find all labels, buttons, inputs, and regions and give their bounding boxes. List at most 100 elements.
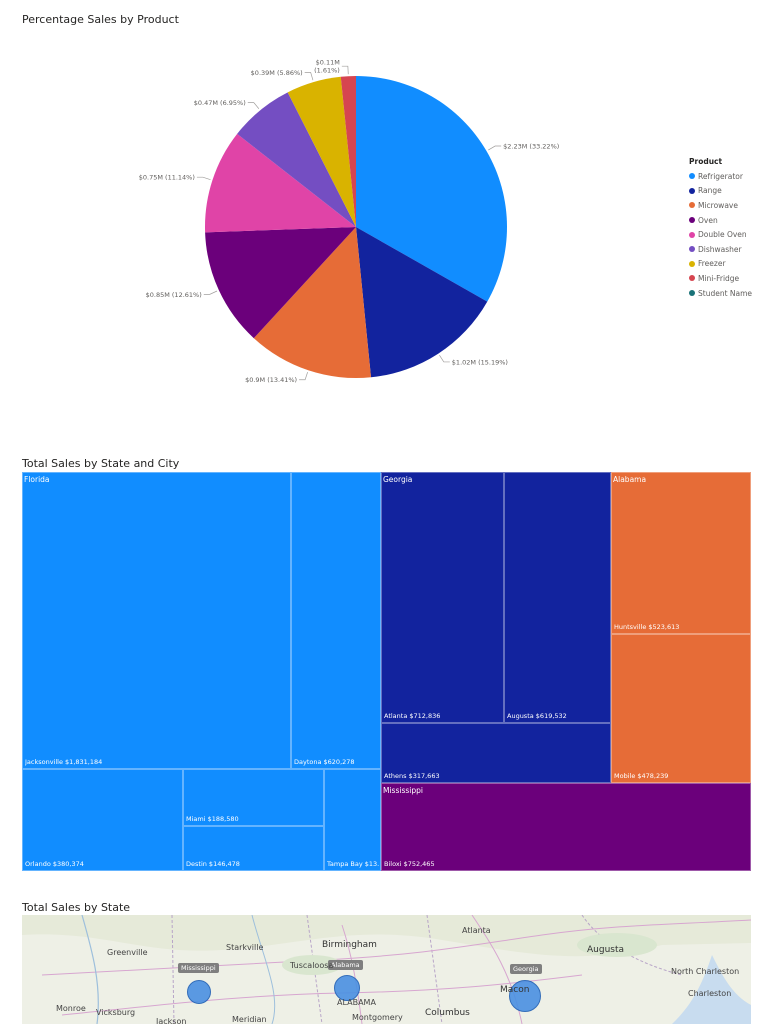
pie-leader-line [304,72,314,81]
legend-marker [689,246,695,253]
pie-leader-line [247,102,260,110]
map-place-label: Vicksburg [96,1008,136,1017]
pie-data-label: $0.47M (6.95%) [194,99,246,107]
map-place-label: Starkville [226,943,264,952]
treemap-tile[interactable]: Augusta $619,532 [504,472,611,723]
legend-item[interactable]: Dishwasher [689,242,752,257]
legend-item[interactable]: Oven [689,213,752,228]
map-place-label: Charleston [688,989,732,998]
map-bubble[interactable] [334,975,360,1001]
treemap-tile-label: Tampa Bay $13... [327,860,379,868]
map-place-label: Jackson [156,1017,187,1024]
legend-item[interactable]: Freezer [689,257,752,272]
legend-item[interactable]: Double Oven [689,227,752,242]
legend-label: Freezer [698,259,726,269]
map-basemap [22,915,751,1024]
pie-chart: $2.23M (33.22%) $1.02M (15.19%) $0.9M (13.… [139,59,560,385]
pie-data-label: $1.02M (15.19%) [452,358,508,366]
legend-label: Double Oven [698,230,747,240]
treemap-tile[interactable]: Tampa Bay $13... [324,769,381,871]
map-place-label: Atlanta [462,926,491,935]
legend-marker [689,275,695,282]
pie-slice[interactable] [356,76,507,302]
map-bubble-label: Alabama [328,960,363,970]
map-place-label: Meridian [232,1015,267,1024]
treemap-tile[interactable]: Daytona $620,278 [291,472,381,769]
pie-slice[interactable] [204,133,356,233]
legend-label: Microwave [698,200,738,210]
treemap-tile-label: Huntsville $523,613 [614,623,680,631]
map-place-label: ALABAMA [337,998,376,1007]
legend-marker [689,173,695,180]
pie-slice[interactable] [253,227,372,378]
treemap-group-label: Mississippi [383,786,423,795]
legend-marker [689,202,695,209]
treemap-tile-label: Miami $188,580 [186,815,239,823]
legend-title: Product [689,157,723,166]
map-place-label: Tuscaloosa [290,961,334,970]
map-place-label: Macon [500,985,530,995]
pie-leader-line [341,65,349,75]
treemap-group-label: Alabama [613,475,647,484]
legend-marker [689,217,695,224]
legend-label: Mini-Fridge [698,273,740,283]
legend-marker [689,290,695,297]
pie-data-label: $0.85M (12.61%) [146,291,202,299]
pie-data-label: $0.9M (13.41%) [245,376,297,384]
pie-leader-line [488,145,502,151]
pie-slice[interactable] [340,76,356,227]
treemap-tile[interactable]: Huntsville $523,613 [611,472,751,634]
treemap-tile-label: Biloxi $752,465 [384,860,435,868]
map-bubble[interactable] [187,980,211,1004]
pie-leader-line [203,290,218,295]
map-place-label: North Charleston [671,967,740,976]
treemap-group-label: Georgia [383,475,413,484]
pie-leader-line [439,355,450,363]
pie-leader-line [299,372,308,381]
treemap-tile[interactable]: Mobile $478,239 [611,634,751,783]
map-place-label: Birmingham [322,940,377,950]
treemap-tile[interactable]: Destin $146,478 [183,826,324,871]
state-map[interactable]: Mississippi Alabama Georgia Greenville Stark… [22,915,751,1024]
treemap-tile-label: Mobile $478,239 [614,772,669,780]
legend-item[interactable]: Student Name [689,286,752,301]
pie-data-label: $0.11M (1.61%) [314,59,340,75]
map-bubble-label: Georgia [510,964,542,974]
legend-item[interactable]: Mini-Fridge [689,271,752,286]
pie-slice[interactable] [287,76,356,228]
pie-data-label: $2.23M (33.22%) [503,143,559,151]
map-place-label: Montgomery [352,1013,403,1022]
pie-slice[interactable] [237,92,356,227]
treemap-tile[interactable]: Athens $317,663 [381,723,611,783]
treemap-tile-label: Orlando $380,374 [25,860,84,868]
pie-legend: Product Refrigerator Range Microwave Oven Do… [689,157,752,300]
legend-item[interactable]: Range [689,184,752,199]
legend-label: Dishwasher [698,244,742,254]
legend-label: Refrigerator [698,171,743,181]
pie-leader-line [196,176,211,180]
pie-slice[interactable] [356,227,488,378]
map-place-label: Greenville [107,948,148,957]
treemap-group-label: Florida [24,475,50,484]
legend-item[interactable]: Microwave [689,198,752,213]
map-place-label: Monroe [56,1004,86,1013]
pie-slice[interactable] [205,227,356,339]
treemap-tile-label: Daytona $620,278 [294,758,355,766]
treemap-chart: Jacksonville $1,831,184 Daytona $620,278 O… [22,472,751,871]
legend-label: Range [698,186,722,196]
legend-marker [689,187,695,194]
map-bubble[interactable] [509,980,541,1012]
treemap-tile-label: Atlanta $712,836 [384,712,441,720]
legend-marker [689,231,695,238]
pie-chart-title: Percentage Sales by Product [22,13,179,26]
treemap-tile[interactable]: Atlanta $712,836 [381,472,504,723]
treemap-tile-label: Jacksonville $1,831,184 [25,758,103,766]
treemap-tile-label: Athens $317,663 [384,772,440,780]
treemap-tile[interactable]: Biloxi $752,465 [381,783,751,871]
treemap-tile[interactable]: Miami $188,580 [183,769,324,826]
legend-label: Oven [698,215,718,225]
treemap-tile[interactable]: Orlando $380,374 [22,769,183,871]
map-place-label: Augusta [587,945,625,955]
legend-item[interactable]: Refrigerator [689,169,752,184]
treemap-tile[interactable]: Jacksonville $1,831,184 [22,472,291,769]
